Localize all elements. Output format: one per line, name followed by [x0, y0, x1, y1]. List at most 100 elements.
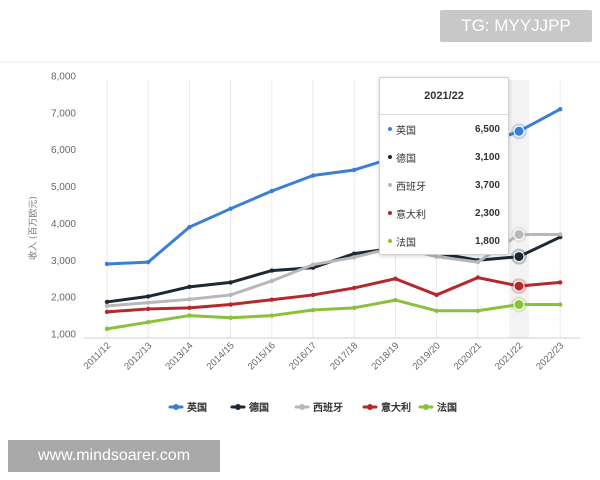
data-point: [146, 320, 151, 325]
data-point: [228, 206, 233, 211]
legend-label: 德国: [248, 401, 269, 414]
data-point: [475, 259, 480, 265]
series-3: [104, 226, 563, 309]
x-tick-label: 2012/13: [122, 340, 154, 372]
tooltip-series-value: 2,300: [474, 207, 500, 219]
y-tick-label: 6,000: [51, 145, 76, 156]
data-point: [187, 305, 192, 311]
data-point: [228, 292, 233, 298]
data-point: [475, 308, 480, 313]
data-point: [558, 232, 563, 237]
x-tick-label: 2020/21: [452, 340, 484, 372]
tooltip-row: 英国 6,500: [380, 115, 508, 143]
x-tick-label: 2021/22: [493, 340, 525, 372]
y-tick-label: 7,000: [51, 108, 76, 119]
data-point: [146, 294, 151, 299]
y-tick-label: 5,000: [51, 182, 76, 193]
highlight-point: [513, 251, 525, 263]
legend-label: 英国: [186, 401, 207, 414]
data-point: [352, 167, 357, 173]
x-tick-label: 2015/16: [246, 340, 278, 372]
data-point: [269, 313, 274, 318]
data-point: [228, 280, 233, 285]
data-point: [352, 305, 357, 311]
highlight-band: [509, 80, 529, 338]
series-dot-icon: [388, 127, 392, 131]
y-axis-title: 收入 (百万欧元): [27, 196, 39, 260]
series-5: [104, 296, 563, 332]
tooltip-series-name: 英国: [396, 125, 416, 137]
tooltip-series-name: 意大利: [396, 209, 426, 221]
tooltip-row: 西班牙 3,700: [380, 171, 508, 199]
y-tick-label: 4,000: [51, 219, 76, 230]
x-axis: 2011/12 2012/13 2013/14 2014/15 2015/16 2016/…: [82, 340, 567, 372]
data-point: [146, 300, 151, 305]
y-tick-label: 1,000: [51, 330, 76, 341]
legend-dot-icon: [367, 404, 373, 410]
data-point: [269, 278, 274, 284]
watermark-url: www.mindsoarer.com: [8, 440, 220, 472]
data-point: [558, 106, 563, 112]
highlight-point: [513, 280, 525, 292]
data-point: [187, 224, 192, 230]
data-point: [558, 280, 563, 285]
data-point: [393, 276, 398, 281]
tooltip-row: 法国 1,800: [380, 227, 508, 255]
x-tick-label: 2013/14: [163, 340, 195, 372]
x-tick-label: 2018/19: [369, 340, 401, 372]
data-point: [352, 285, 357, 291]
series-dot-icon: [388, 155, 392, 159]
tooltip-series-name: 法国: [396, 237, 416, 249]
tooltip-series-value: 1,800: [474, 235, 500, 247]
data-point: [352, 251, 357, 256]
x-tick-label: 2011/12: [82, 340, 114, 372]
data-point: [310, 292, 316, 298]
y-tick-label: 3,000: [51, 256, 76, 267]
data-point: [187, 313, 192, 318]
data-point: [146, 259, 151, 265]
legend-dot-icon: [423, 404, 429, 410]
data-point: [104, 261, 110, 267]
tooltip-series-value: 3,100: [474, 151, 500, 163]
data-point: [558, 302, 563, 307]
tooltip-series-value: 3,700: [474, 179, 500, 191]
data-point: [228, 315, 233, 320]
chart-tooltip: 2021/22 英国 6,500 德国 3,100 西班牙 3,700 意大利 …: [379, 77, 509, 255]
x-tick-label: 2017/18: [328, 340, 360, 372]
tooltip-row: 德国 3,100: [380, 143, 508, 171]
series-4: [104, 275, 563, 315]
data-point: [310, 173, 316, 178]
legend-dot-icon: [299, 404, 305, 410]
data-point: [434, 292, 439, 298]
highlight-point: [513, 125, 525, 137]
y-tick-label: 2,000: [51, 293, 76, 304]
y-axis: 1,000 2,000 3,000 4,000 5,000 6,000 7,000 8,000: [51, 72, 76, 341]
data-point: [187, 284, 192, 290]
data-point: [104, 299, 110, 305]
data-point: [269, 297, 274, 302]
series-dot-icon: [388, 183, 392, 187]
legend-dot-icon: [235, 404, 241, 410]
legend-label: 西班牙: [313, 401, 343, 414]
tooltip-series-name: 西班牙: [396, 181, 426, 193]
tooltip-title: 2021/22: [380, 78, 508, 115]
tooltip-row: 意大利 2,300: [380, 199, 508, 227]
x-tick-label: 2014/15: [205, 340, 237, 372]
tooltip-series-name: 德国: [396, 153, 416, 165]
series-dot-icon: [388, 211, 392, 215]
data-point: [310, 262, 316, 267]
data-point: [146, 306, 151, 312]
series-dot-icon: [388, 239, 392, 243]
data-point: [269, 188, 274, 194]
y-tick-label: 8,000: [51, 72, 76, 83]
data-point: [187, 297, 192, 302]
legend-label: 法国: [437, 401, 457, 414]
data-point: [434, 308, 439, 313]
tooltip-series-value: 6,500: [474, 123, 500, 135]
series-line: [105, 232, 562, 308]
legend-dot-icon: [173, 404, 179, 410]
x-tick-label: 2022/23: [534, 340, 566, 372]
x-tick-label: 2019/20: [411, 340, 443, 372]
data-point: [310, 307, 316, 313]
